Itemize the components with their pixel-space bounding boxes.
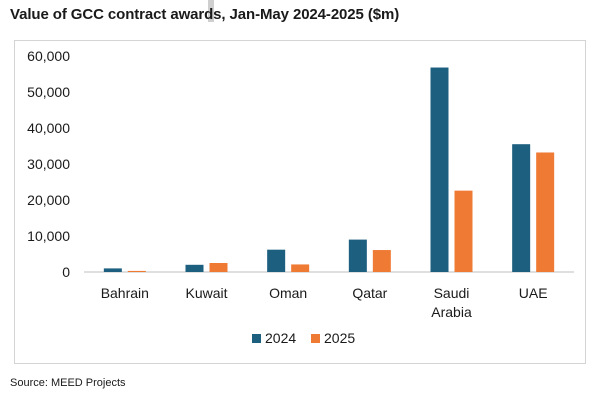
bar-2024-oman [267, 249, 286, 272]
bar-2025-bahrain [127, 270, 146, 272]
source-note: Source: MEED Projects [10, 377, 126, 389]
bar-2025-saudi-arabia [454, 190, 473, 272]
chart-frame [14, 40, 586, 364]
bar-2025-oman [291, 264, 310, 272]
x-tick-label: UAE [519, 285, 548, 301]
legend-label-2025: 2025 [324, 330, 355, 346]
y-tick-label: 20,000 [27, 192, 70, 208]
x-tick-label: Kuwait [185, 285, 227, 301]
bar-2024-kuwait [185, 264, 204, 272]
y-tick-label: 30,000 [27, 156, 70, 172]
bar-2024-saudi-arabia [430, 67, 449, 273]
legend-label-2024: 2024 [265, 330, 296, 346]
x-tick-label: Qatar [352, 285, 387, 301]
bar-2025-qatar [372, 250, 391, 272]
bar-2024-bahrain [103, 268, 122, 272]
y-tick-label: 40,000 [27, 120, 70, 136]
y-tick-label: 0 [62, 264, 70, 280]
legend-swatch-2025 [311, 334, 320, 343]
y-tick-label: 10,000 [27, 228, 70, 244]
bar-2025-kuwait [209, 263, 228, 272]
x-tick-label: Arabia [431, 304, 472, 320]
bar-2025-uae [536, 152, 555, 272]
legend-swatch-2024 [252, 334, 261, 343]
x-tick-label: Bahrain [101, 285, 149, 301]
top-marker [208, 0, 214, 22]
y-tick-label: 50,000 [27, 84, 70, 100]
x-tick-label: Saudi [434, 285, 470, 301]
y-tick-label: 60,000 [27, 48, 70, 64]
x-tick-label: Oman [269, 285, 307, 301]
bar-2024-qatar [348, 239, 367, 272]
bar-2024-uae [512, 144, 531, 272]
chart-title: Value of GCC contract awards, Jan-May 20… [10, 6, 400, 23]
